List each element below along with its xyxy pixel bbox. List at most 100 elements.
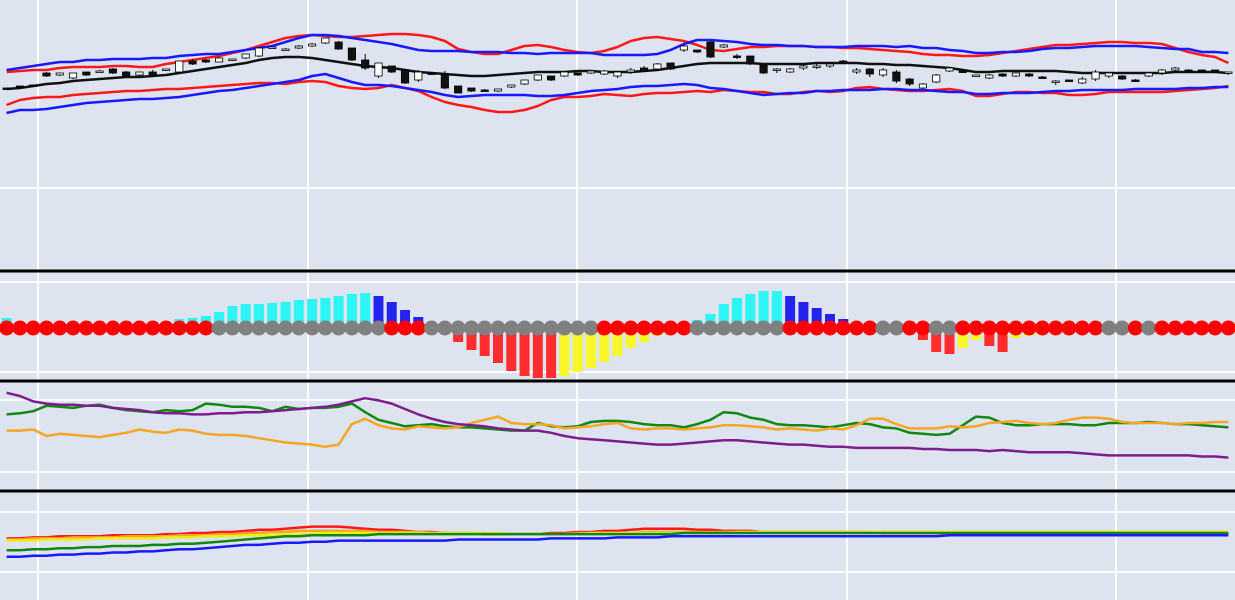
squeeze-dot <box>995 320 1011 336</box>
candle-body <box>772 68 781 71</box>
squeeze-dot <box>928 320 944 336</box>
momentum-bar <box>253 304 264 328</box>
squeeze-dot <box>1220 320 1235 336</box>
squeeze-dot <box>769 320 785 336</box>
squeeze-dot <box>1088 320 1104 336</box>
squeeze-dot <box>357 320 373 336</box>
candle-body <box>746 55 755 65</box>
candle-body <box>1171 67 1180 71</box>
moving-average-panel <box>6 525 1229 559</box>
candle-body <box>493 88 503 92</box>
momentum-bar <box>506 328 517 371</box>
candle-body <box>1104 72 1113 77</box>
candle-body <box>600 70 609 75</box>
candle-body <box>640 67 649 72</box>
squeeze-dot <box>410 320 426 336</box>
squeeze-dot <box>145 320 161 336</box>
momentum-bar <box>572 328 583 372</box>
candle-body <box>1078 78 1087 84</box>
momentum-bar <box>214 312 225 328</box>
squeeze-dot <box>1021 320 1037 336</box>
candle-body <box>1064 79 1074 82</box>
candle-body <box>825 63 835 67</box>
candle-body <box>626 69 635 73</box>
candle-body <box>175 60 184 73</box>
candle-body <box>42 72 51 77</box>
squeeze-dot <box>1008 320 1024 336</box>
squeeze-dot <box>729 320 745 336</box>
candle-body <box>1131 79 1140 82</box>
oscillator-line-0 <box>6 402 1229 437</box>
candle-body <box>108 68 117 74</box>
candle-body <box>520 79 529 85</box>
momentum-bar <box>386 302 397 328</box>
candle-body <box>852 69 861 73</box>
momentum-bar <box>346 294 357 328</box>
bollinger-upper-line <box>6 32 1229 74</box>
squeeze-dot <box>689 320 705 336</box>
momentum-bar <box>546 328 557 378</box>
squeeze-dot <box>543 320 559 336</box>
squeeze-dot <box>822 320 838 336</box>
squeeze-dot <box>317 320 333 336</box>
keltner-lower-line <box>6 72 1229 115</box>
candle-body <box>865 68 874 75</box>
ma-line-4 <box>6 533 1229 559</box>
squeeze-dot <box>517 320 533 336</box>
candle-body <box>374 62 383 77</box>
squeeze-dot <box>1207 320 1223 336</box>
candle-body <box>879 69 888 76</box>
momentum-bar <box>400 310 411 328</box>
candle-body <box>68 72 78 79</box>
candle-body <box>945 67 954 72</box>
candle-body <box>547 75 556 81</box>
momentum-bar <box>280 302 291 328</box>
candle-body <box>971 74 981 77</box>
candle-body <box>148 71 157 76</box>
squeeze-dot <box>437 320 453 336</box>
candle-body <box>254 47 264 57</box>
candle-body <box>294 45 303 49</box>
squeeze-dot <box>118 320 134 336</box>
momentum-bar <box>745 294 756 328</box>
squeeze-dot <box>171 320 187 336</box>
candle-body <box>693 49 702 53</box>
candle-body <box>1091 71 1100 80</box>
squeeze-dot <box>92 320 108 336</box>
squeeze-dot <box>981 320 997 336</box>
candle-body <box>1025 73 1034 77</box>
squeeze-dot <box>902 320 918 336</box>
candle-body <box>95 70 104 73</box>
squeeze-dot <box>742 320 758 336</box>
candle-body <box>440 73 449 89</box>
squeeze-dot <box>849 320 865 336</box>
momentum-bar <box>785 296 796 328</box>
momentum-bar <box>758 291 769 328</box>
candle-body <box>480 89 489 92</box>
price-panel <box>2 32 1233 115</box>
squeeze-dot <box>1034 320 1050 336</box>
squeeze-dot <box>78 320 94 336</box>
squeeze-dot <box>941 320 957 336</box>
squeeze-dot <box>556 320 572 336</box>
squeeze-dot <box>649 320 665 336</box>
candle-body <box>1157 69 1167 74</box>
candle-body <box>268 46 277 49</box>
candle-body <box>533 74 542 81</box>
squeeze-dot <box>1048 320 1064 336</box>
candle-body <box>1118 75 1127 80</box>
candle-body <box>308 43 317 47</box>
squeeze-dot <box>1114 320 1130 336</box>
squeeze-dot <box>291 320 307 336</box>
squeeze-dot <box>570 320 586 336</box>
momentum-bar <box>585 328 596 368</box>
squeeze-dot <box>1127 320 1143 336</box>
candle-body <box>228 58 237 61</box>
squeeze-dot <box>344 320 360 336</box>
momentum-bar <box>944 328 955 354</box>
squeeze-dot <box>304 320 320 336</box>
candle-body <box>679 45 688 51</box>
momentum-bar <box>293 300 304 328</box>
candle-body <box>347 47 356 61</box>
